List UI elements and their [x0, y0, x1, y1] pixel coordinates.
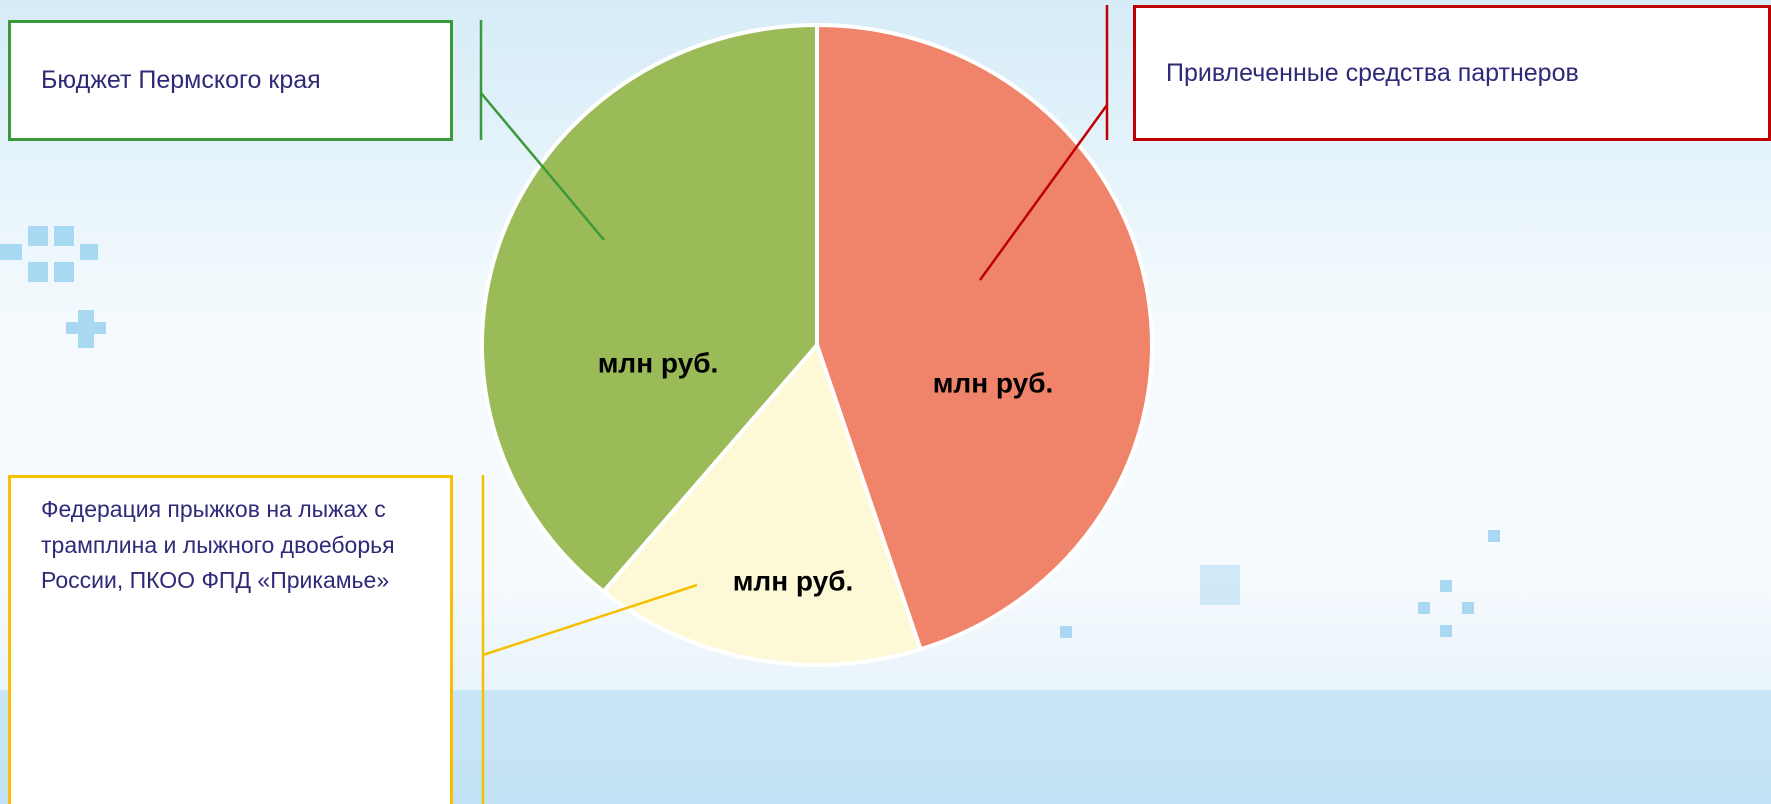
legend-box: Привлеченные средства партнеров [1133, 5, 1771, 141]
category-label: Привлеченные средства партнеров [1166, 54, 1579, 93]
category-label: Федерация прыжков на лыжах с трамплина и… [41, 492, 420, 599]
value-label: млн руб. [933, 367, 1054, 398]
legend-box: Бюджет Пермского края [8, 20, 453, 141]
slide: млн руб. млн руб. млн руб. Привлеченные ср… [0, 0, 1771, 804]
value-label: млн руб. [733, 565, 854, 596]
legend-box: Федерация прыжков на лыжах с трамплина и… [8, 475, 453, 804]
value-label: млн руб. [598, 347, 719, 378]
category-label: Бюджет Пермского края [41, 61, 321, 100]
